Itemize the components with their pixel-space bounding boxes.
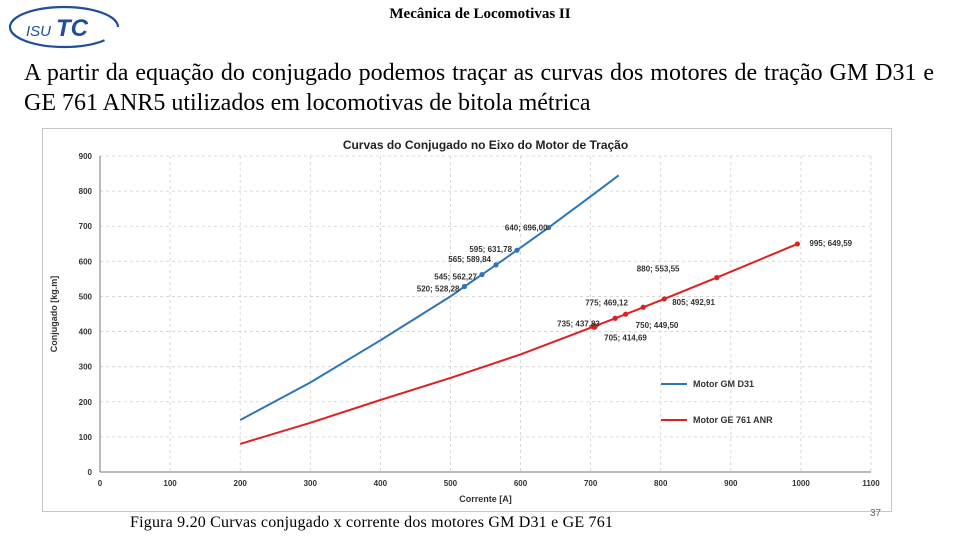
torque-current-chart: Curvas do Conjugado no Eixo do Motor de … [49,138,880,504]
data-label: 995; 649,59 [809,239,852,248]
page-header-title: Mecânica de Locomotivas II [389,6,571,22]
data-label: 595; 631,78 [469,245,512,254]
x-tick-label: 600 [514,479,528,488]
data-point [479,271,485,278]
data-label: 880; 553,55 [637,265,680,274]
x-tick-label: 1000 [792,479,810,488]
data-point [493,262,499,268]
page-number: 37 [870,508,882,519]
legend-label: Motor GE 761 ANR [693,415,773,425]
x-tick-label: 200 [234,479,248,488]
data-label: 775; 469,12 [585,298,628,307]
y-tick-label: 800 [79,187,93,196]
y-tick-label: 100 [79,433,93,442]
data-point [623,311,629,317]
x-axis-label: Corrente [A] [459,494,512,504]
y-tick-label: 700 [79,222,93,231]
x-tick-label: 300 [304,479,318,488]
data-point [590,322,598,330]
data-point [545,225,552,231]
data-point [612,315,618,321]
data-point [794,241,801,247]
data-point [461,283,468,290]
data-label: 520; 528,28 [417,285,460,294]
chart-title: Curvas do Conjugado no Eixo do Motor de … [343,138,628,152]
data-label: 545; 562,27 [434,273,477,282]
x-tick-label: 100 [163,479,177,488]
data-label: 640; 696,00 [505,224,548,233]
data-label: 750; 449,50 [636,321,679,330]
chart-container: Curvas do Conjugado no Eixo do Motor de … [42,128,892,512]
y-tick-label: 400 [79,328,93,337]
x-tick-label: 700 [584,479,598,488]
figure-caption: Figura 9.20 Curvas conjugado x corrente … [130,514,614,531]
x-tick-label: 800 [654,479,668,488]
data-point [640,304,646,310]
data-label: 705; 414,69 [604,333,647,342]
data-label: 735; 437,83 [557,319,600,328]
y-tick-label: 500 [79,292,93,301]
intro-paragraph: A partir da equação do conjugado podemos… [24,60,934,116]
logo-text-tc: TC [56,15,89,42]
x-tick-label: 0 [98,479,103,488]
x-tick-label: 400 [374,479,388,488]
legend-label: Motor GM D31 [693,379,754,389]
x-tick-label: 900 [724,479,738,488]
data-point [714,275,720,281]
data-point [514,247,520,253]
y-tick-label: 0 [88,468,93,477]
y-tick-label: 600 [79,257,93,266]
logo-text-isu: ISU [26,23,51,40]
data-point [661,296,667,302]
data-label: 565; 589,84 [448,255,491,264]
series-line-ge-761 [239,242,798,445]
y-axis-label: Conjugado [kg.m] [49,276,59,353]
y-tick-label: 300 [79,363,93,372]
isutc-logo: ISU TC [8,5,120,49]
y-tick-label: 900 [79,152,93,161]
data-label: 805; 492,91 [672,298,715,307]
series-line-gm-d31 [239,174,620,421]
y-tick-label: 200 [79,398,93,407]
x-tick-label: 500 [444,479,458,488]
x-tick-label: 1100 [862,479,880,488]
